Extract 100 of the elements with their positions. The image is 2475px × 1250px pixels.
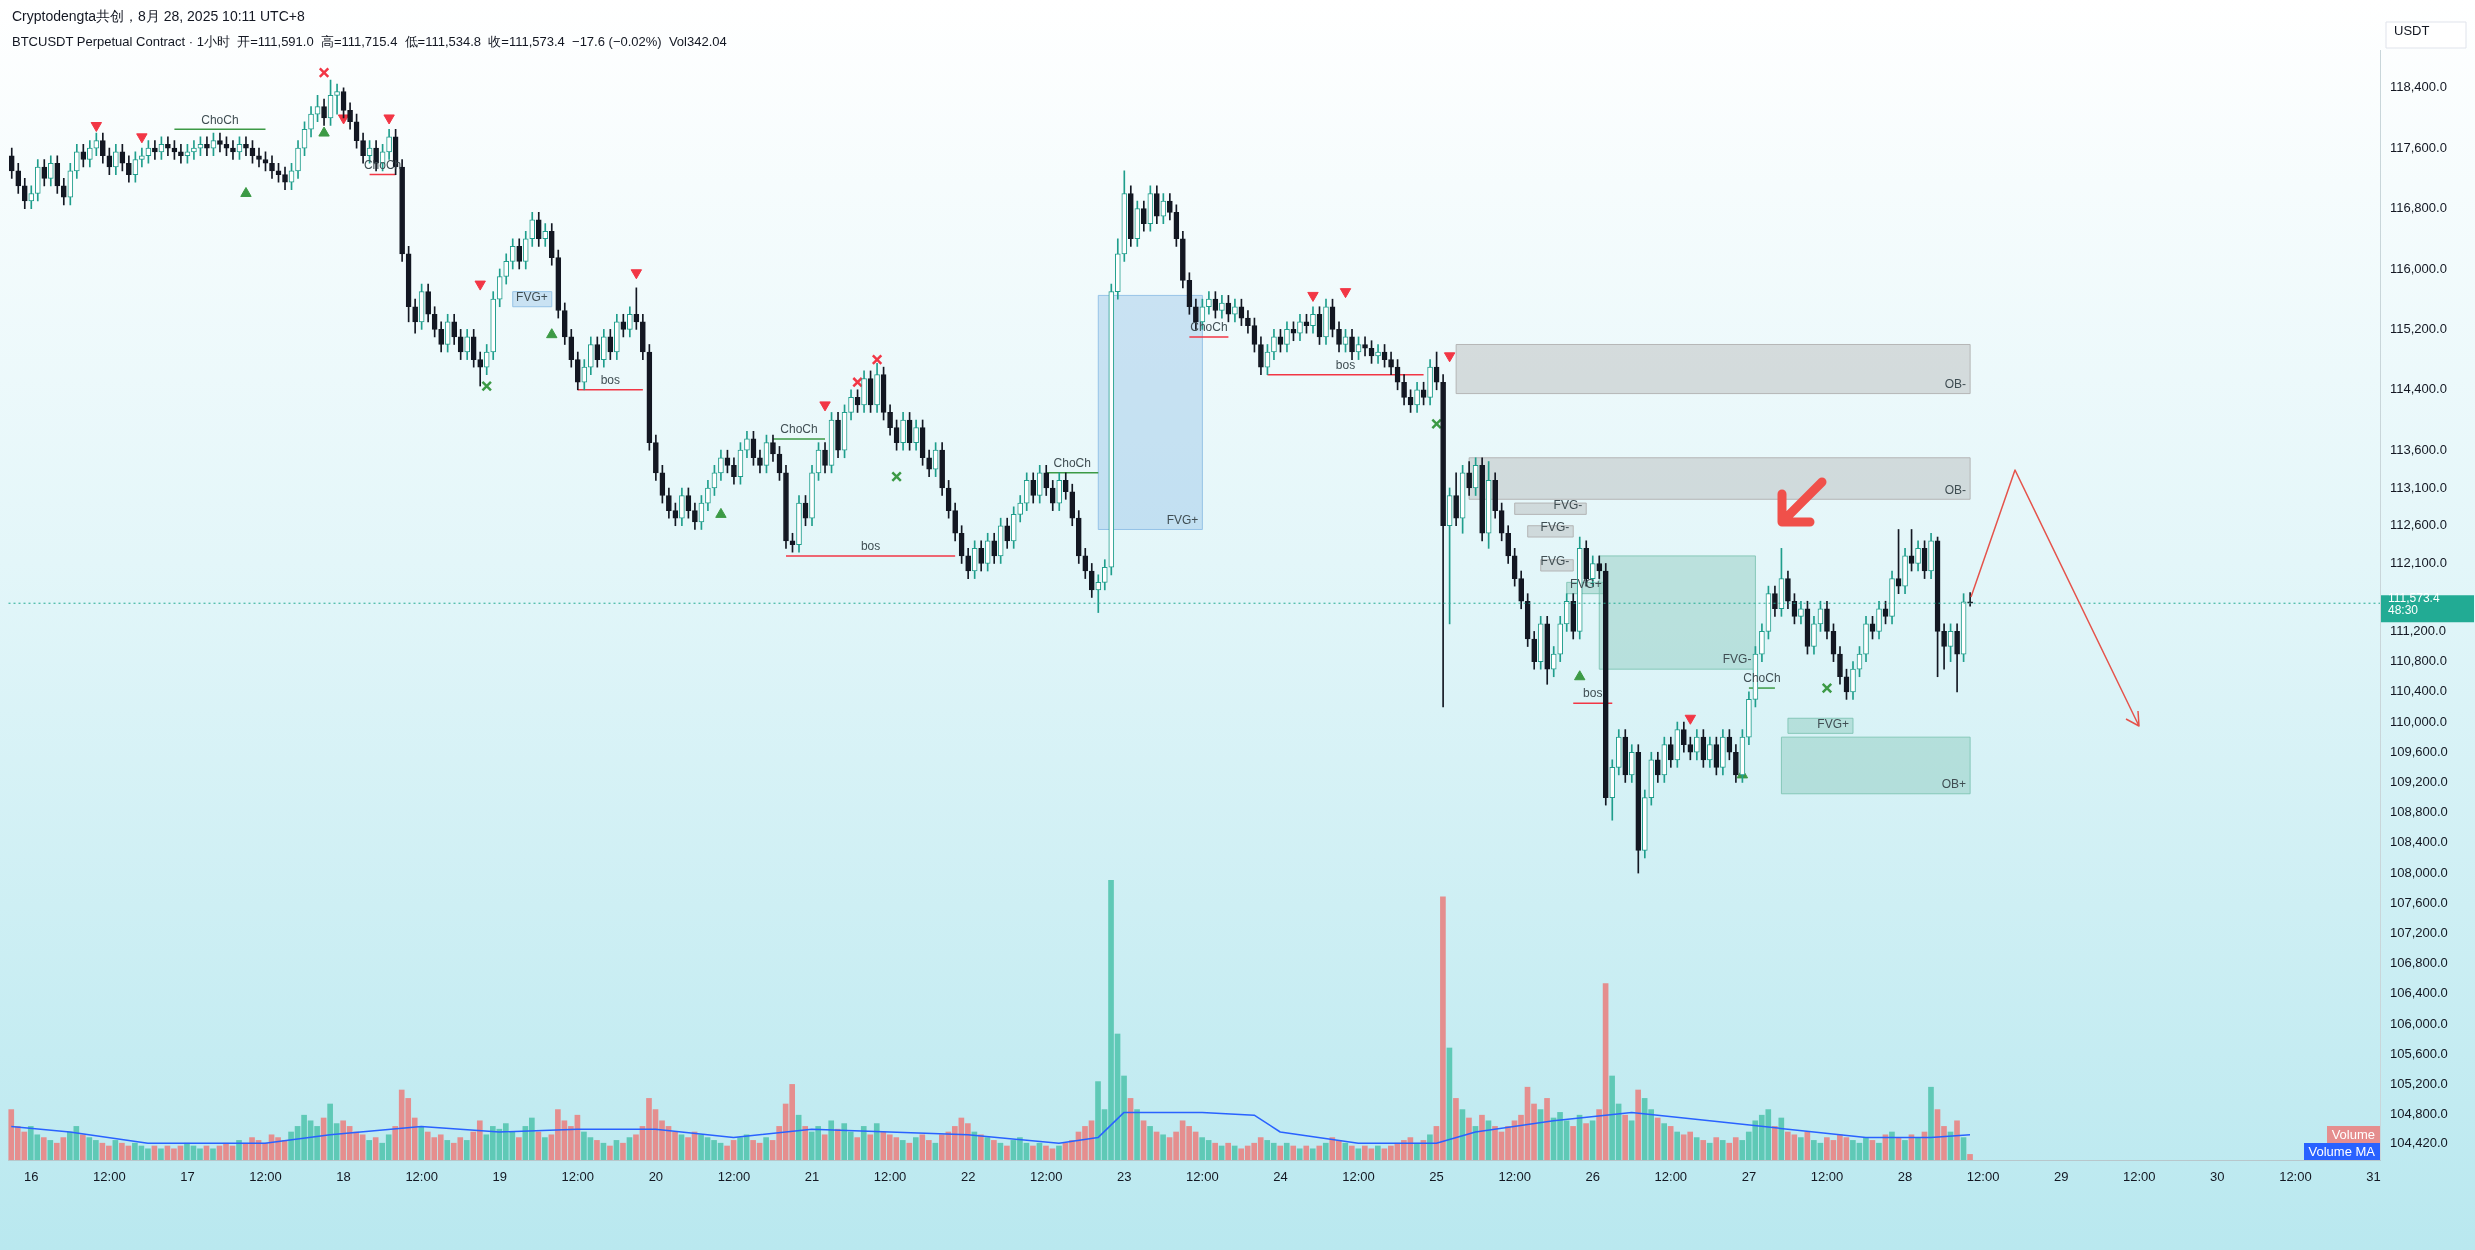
annotation: ChoCh bbox=[1053, 456, 1091, 471]
y-tick-label: 106,800.0 bbox=[2390, 955, 2448, 971]
point bbox=[1821, 682, 1833, 694]
chart-title: Cryptodengta共创，8月 28, 2025 10:11 UTC+8 bbox=[12, 8, 305, 26]
annotation: ChoCh bbox=[201, 112, 239, 127]
bar bbox=[867, 1134, 874, 1160]
point bbox=[1574, 670, 1586, 681]
x-tick-label: 12:00 bbox=[1810, 1169, 1844, 1185]
bar bbox=[1693, 1137, 1700, 1160]
y-tick-label: 105,200.0 bbox=[2390, 1076, 2448, 1092]
point bbox=[891, 471, 903, 483]
bar bbox=[1661, 1123, 1667, 1160]
bar bbox=[366, 1140, 372, 1160]
x-tick-label: 29 bbox=[2053, 1169, 2069, 1185]
annotation: ChoCh bbox=[780, 422, 818, 437]
x-tick-label: 20 bbox=[648, 1169, 664, 1185]
point bbox=[1307, 291, 1319, 302]
bar bbox=[1915, 1137, 1921, 1160]
bar bbox=[1225, 1142, 1231, 1160]
bar bbox=[1635, 1089, 1641, 1160]
annotation: FVG+ bbox=[1817, 716, 1850, 731]
bar bbox=[1231, 1145, 1238, 1160]
x-tick-label: 12:00 bbox=[93, 1169, 126, 1185]
y-tick-label: 108,400.0 bbox=[2390, 834, 2448, 850]
bar bbox=[594, 1140, 600, 1160]
annotation: bos bbox=[1335, 358, 1356, 373]
y-tick-label: 117,600.0 bbox=[2390, 139, 2447, 155]
bar bbox=[607, 1145, 613, 1160]
point bbox=[715, 507, 727, 518]
x-tick-label: 12:00 bbox=[717, 1169, 751, 1185]
y-tick-label: 110,400.0 bbox=[2390, 683, 2447, 699]
y-tick-label: 106,000.0 bbox=[2390, 1015, 2448, 1031]
text: Volume MA bbox=[2303, 1143, 2380, 1160]
bar bbox=[1537, 1109, 1544, 1160]
x-tick-label: 25 bbox=[1429, 1169, 1444, 1185]
annotation: bos bbox=[860, 539, 881, 554]
point bbox=[630, 269, 643, 280]
x-tick-label: 12:00 bbox=[2279, 1169, 2312, 1185]
candlestick bbox=[1095, 574, 1102, 613]
y-tick-label: 109,200.0 bbox=[2390, 774, 2448, 790]
point bbox=[481, 380, 493, 392]
bar bbox=[1414, 1142, 1420, 1160]
bar bbox=[802, 1126, 808, 1160]
annotation: FVG- bbox=[1553, 497, 1583, 512]
point bbox=[136, 133, 148, 144]
y-tick-label: 106,400.0 bbox=[2390, 985, 2448, 1001]
bar bbox=[1322, 1142, 1329, 1160]
bar bbox=[158, 1148, 164, 1160]
annotation: FVG- bbox=[1540, 554, 1570, 569]
annotation: OB- bbox=[1944, 482, 1967, 497]
point bbox=[546, 328, 558, 339]
point bbox=[1339, 288, 1352, 299]
bar bbox=[1030, 1145, 1036, 1160]
bar bbox=[1004, 1145, 1010, 1160]
bar bbox=[860, 1126, 867, 1160]
y-tick-label: 105,600.0 bbox=[2390, 1045, 2448, 1061]
point bbox=[852, 376, 864, 388]
x-tick-label: 12:00 bbox=[1966, 1169, 2000, 1185]
text: 48:30 bbox=[2388, 603, 2419, 618]
bar bbox=[854, 1137, 861, 1160]
candlestick bbox=[1967, 592, 1973, 607]
bar bbox=[1889, 1131, 1895, 1160]
ref-line-label: 111,573.4 bbox=[2388, 591, 2440, 606]
annotation: FVG+ bbox=[516, 290, 548, 305]
bar bbox=[1309, 1148, 1316, 1160]
y-tick-label: 113,100.0 bbox=[2390, 479, 2447, 495]
bar bbox=[906, 1142, 913, 1160]
y-axis-title: USDT bbox=[2394, 23, 2430, 38]
x-tick-label: 16 bbox=[24, 1169, 39, 1185]
point bbox=[1443, 352, 1456, 363]
x-tick-label: 12:00 bbox=[1654, 1169, 1688, 1185]
bar bbox=[821, 1134, 828, 1160]
bar bbox=[873, 1123, 880, 1160]
x-tick-label: 12:00 bbox=[561, 1169, 595, 1185]
bar bbox=[1967, 1154, 1973, 1160]
point bbox=[318, 67, 330, 79]
annotation: bos bbox=[1583, 686, 1603, 701]
x-tick-label: 12:00 bbox=[1498, 1169, 1531, 1185]
bar bbox=[1928, 1086, 1934, 1160]
annotation: bos bbox=[600, 373, 621, 388]
y-tick-label: 118,400.0 bbox=[2390, 79, 2447, 95]
y-tick-label: 113,600.0 bbox=[2390, 441, 2447, 457]
y-tick-label: 107,600.0 bbox=[2390, 894, 2448, 910]
x-tick-label: 28 bbox=[1897, 1169, 1913, 1185]
y-tick-label: 115,200.0 bbox=[2390, 320, 2447, 336]
bar bbox=[1375, 1145, 1381, 1160]
bar bbox=[1355, 1148, 1362, 1160]
bar bbox=[1479, 1114, 1485, 1160]
x-tick-label: 12:00 bbox=[405, 1169, 438, 1185]
bar bbox=[978, 1134, 984, 1160]
bar bbox=[1674, 1131, 1681, 1160]
bar bbox=[1342, 1142, 1349, 1160]
x-tick-label: 31 bbox=[2366, 1169, 2381, 1185]
annotation: FVG- bbox=[1722, 652, 1752, 667]
x-tick-label: 22 bbox=[960, 1169, 976, 1185]
bar bbox=[1348, 1145, 1355, 1160]
bar bbox=[834, 1128, 841, 1160]
bar bbox=[1160, 1134, 1166, 1160]
bar bbox=[542, 1137, 548, 1160]
bar bbox=[763, 1137, 769, 1160]
